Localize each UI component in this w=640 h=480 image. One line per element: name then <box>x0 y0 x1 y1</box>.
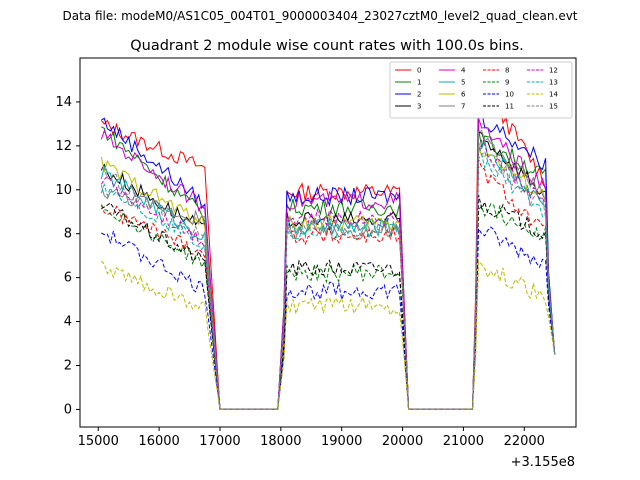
y-tick-label: 8 <box>64 227 72 242</box>
series-line-4 <box>100 118 556 410</box>
legend-label: 5 <box>461 79 465 87</box>
legend-label: 11 <box>505 103 514 111</box>
y-tick-label: 12 <box>55 139 72 154</box>
legend-label: 13 <box>549 79 558 87</box>
x-axis-offset: +3.155e8 <box>511 455 575 470</box>
x-tick-label: 19000 <box>321 434 362 449</box>
legend-label: 0 <box>417 67 421 75</box>
y-tick-label: 0 <box>64 402 72 417</box>
legend-label: 7 <box>461 103 465 111</box>
x-tick-label: 22000 <box>504 434 545 449</box>
legend-label: 2 <box>417 91 421 99</box>
series-line-10 <box>101 226 556 410</box>
x-tick-label: 16000 <box>138 434 179 449</box>
axes-frame <box>79 57 577 428</box>
x-tick-label: 15000 <box>78 434 119 449</box>
series-line-9 <box>100 203 556 410</box>
series-line-13 <box>100 153 556 410</box>
legend-label: 3 <box>417 103 421 111</box>
y-tick-label: 10 <box>55 183 72 198</box>
legend-label: 15 <box>549 103 558 111</box>
series-line-8 <box>100 159 556 410</box>
suptitle: Data file: modeM0/AS1C05_004T01_90000034… <box>62 9 577 23</box>
x-tick-label: 18000 <box>260 434 301 449</box>
series-line-12 <box>100 139 556 410</box>
plot-area: 15000 16000 17000 18000 19000 20000 21000 22000… <box>55 57 577 449</box>
y-tick-label: 6 <box>64 271 72 286</box>
legend-label: 1 <box>417 79 421 87</box>
y-tick-label: 14 <box>55 95 72 110</box>
legend-label: 12 <box>549 67 558 75</box>
legend-label: 10 <box>505 91 514 99</box>
legend-label: 6 <box>461 91 466 99</box>
series-line-14 <box>100 260 556 410</box>
legend-box <box>389 61 573 119</box>
legend-label: 9 <box>505 79 509 87</box>
x-tick-label: 20000 <box>382 434 423 449</box>
x-tick-label: 21000 <box>443 434 484 449</box>
y-tick-label: 4 <box>64 315 72 330</box>
series-line-1 <box>101 126 556 410</box>
legend-label: 8 <box>505 67 509 75</box>
y-tick-label: 2 <box>64 359 72 374</box>
series-line-11 <box>101 194 556 410</box>
legend-label: 4 <box>461 67 466 75</box>
series-line-6 <box>100 147 556 410</box>
chart-title: Quadrant 2 module wise count rates with … <box>130 38 524 54</box>
legend-label: 14 <box>549 91 558 99</box>
series-line-0 <box>100 76 556 410</box>
series-line-15 <box>101 141 556 410</box>
series-line-2 <box>101 110 556 410</box>
x-tick-label: 17000 <box>199 434 240 449</box>
